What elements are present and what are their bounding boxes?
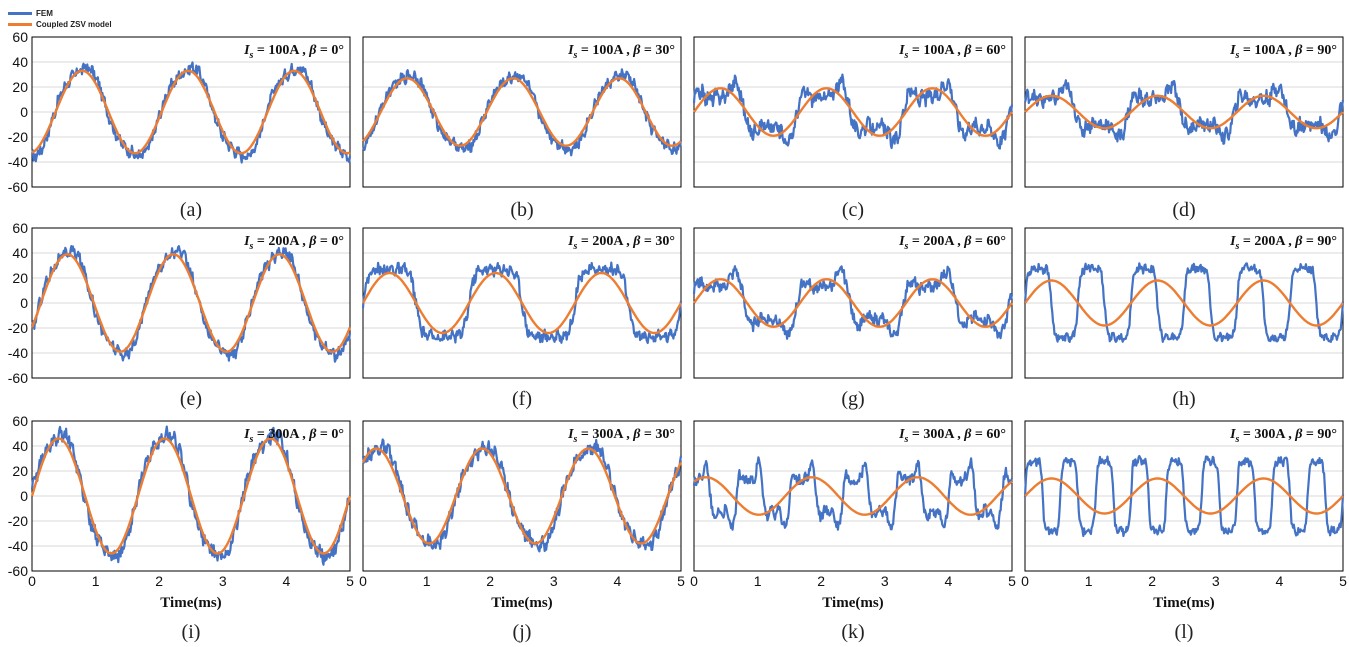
panel-label: (a) bbox=[180, 199, 202, 221]
panel-d: Is = 100A , β = 90° (d) bbox=[1025, 37, 1343, 221]
x-tick-label: 4 bbox=[614, 573, 622, 589]
x-tick-label: 2 bbox=[486, 573, 494, 589]
x-tick-label: 0 bbox=[1021, 573, 1029, 589]
y-tick-label: -60 bbox=[8, 179, 28, 195]
x-tick-label: 0 bbox=[690, 573, 698, 589]
y-tick-label: 20 bbox=[12, 463, 28, 479]
panel-annotation: Is = 300A , β = 30° bbox=[567, 427, 675, 445]
y-tick-label: -60 bbox=[8, 563, 28, 579]
y-tick-label: -60 bbox=[8, 370, 28, 386]
figure-grid: 6040200-20-40-60Is = 100A , β = 0°(a)Is … bbox=[0, 0, 1349, 647]
panel-annotation: Is = 100A , β = 0° bbox=[243, 43, 344, 61]
x-tick-label: 5 bbox=[677, 573, 685, 589]
panel-l: 0 1 2 3 4 5 Time(ms) Is = 300A , β = 90° (l) bbox=[1021, 421, 1347, 643]
y-tick-label: 40 bbox=[12, 438, 28, 454]
panel-annotation: Is = 100A , β = 60° bbox=[898, 43, 1006, 61]
x-tick-label: 3 bbox=[219, 573, 227, 589]
panel-label: (h) bbox=[1172, 388, 1195, 410]
y-tick-label: -20 bbox=[8, 513, 28, 529]
x-tick-label: 4 bbox=[945, 573, 953, 589]
panel-c: Is = 100A , β = 60° (c) bbox=[694, 37, 1012, 221]
x-tick-label: 2 bbox=[155, 573, 163, 589]
y-tick-label: 40 bbox=[12, 245, 28, 261]
panel-label: (f) bbox=[512, 388, 532, 410]
panel-h: Is = 200A , β = 90° (h) bbox=[1025, 228, 1343, 410]
y-tick-label: 0 bbox=[20, 295, 28, 311]
panel-label: (j) bbox=[513, 621, 532, 643]
panel-annotation: Is = 200A , β = 90° bbox=[1229, 234, 1337, 252]
panel-label: (k) bbox=[841, 621, 864, 643]
x-tick-label: 3 bbox=[550, 573, 558, 589]
panel-annotation: Is = 300A , β = 60° bbox=[898, 427, 1006, 445]
panel-annotation: Is = 300A , β = 0° bbox=[243, 427, 344, 445]
x-tick-label: 0 bbox=[359, 573, 367, 589]
x-axis-title: Time(ms) bbox=[160, 595, 221, 611]
y-tick-label: 20 bbox=[12, 79, 28, 95]
x-tick-label: 0 bbox=[28, 573, 36, 589]
y-tick-label: -40 bbox=[8, 154, 28, 170]
y-tick-label: 0 bbox=[20, 104, 28, 120]
x-tick-label: 1 bbox=[423, 573, 431, 589]
x-axis-title: Time(ms) bbox=[491, 595, 552, 611]
panel-label: (e) bbox=[180, 388, 202, 410]
x-tick-label: 5 bbox=[1008, 573, 1016, 589]
y-tick-label: 20 bbox=[12, 270, 28, 286]
panel-annotation: Is = 200A , β = 60° bbox=[898, 234, 1006, 252]
x-tick-label: 3 bbox=[1212, 573, 1220, 589]
y-tick-label: -20 bbox=[8, 129, 28, 145]
x-tick-label: 1 bbox=[754, 573, 762, 589]
x-tick-label: 1 bbox=[92, 573, 100, 589]
y-tick-label: 60 bbox=[12, 220, 28, 236]
panel-b: Is = 100A , β = 30° (b) bbox=[363, 37, 681, 221]
panel-label: (d) bbox=[1172, 199, 1195, 221]
panel-annotation: Is = 100A , β = 90° bbox=[1229, 43, 1337, 61]
panel-annotation: Is = 200A , β = 0° bbox=[243, 234, 344, 252]
panel-a: 60 40 20 0 -20 -40 -60 Is = 100A , β = 0° (a) bbox=[8, 29, 350, 221]
panel-f: Is = 200A , β = 30° (f) bbox=[363, 228, 681, 410]
panel-k: 0 1 2 3 4 5 Time(ms) Is = 300A , β = 60° (k) bbox=[690, 421, 1016, 643]
fem-series-line bbox=[363, 440, 681, 552]
panel-label: (l) bbox=[1175, 621, 1194, 643]
x-tick-label: 5 bbox=[1339, 573, 1347, 589]
panel-label: (i) bbox=[182, 621, 201, 643]
x-axis-title: Time(ms) bbox=[1153, 595, 1214, 611]
x-tick-label: 2 bbox=[1148, 573, 1156, 589]
y-tick-label: 40 bbox=[12, 54, 28, 70]
x-tick-label: 4 bbox=[1276, 573, 1284, 589]
fem-series-line bbox=[694, 457, 1012, 529]
panel-label: (c) bbox=[842, 199, 864, 221]
y-tick-label: 60 bbox=[12, 413, 28, 429]
panel-annotation: Is = 300A , β = 90° bbox=[1229, 427, 1337, 445]
panel-annotation: Is = 100A , β = 30° bbox=[567, 43, 675, 61]
x-tick-label: 2 bbox=[817, 573, 825, 589]
y-tick-label: -40 bbox=[8, 345, 28, 361]
y-tick-label: 60 bbox=[12, 29, 28, 45]
fem-series-line bbox=[32, 246, 350, 362]
panel-label: (g) bbox=[841, 388, 864, 410]
panel-j: 0 1 2 3 4 5 Time(ms) Is = 300A , β = 30° (j) bbox=[359, 421, 685, 643]
x-tick-label: 4 bbox=[283, 573, 291, 589]
panel-e: 60 40 20 0 -20 -40 -60 Is = 200A , β = 0° (e) bbox=[8, 220, 350, 410]
panel-annotation: Is = 200A , β = 30° bbox=[567, 234, 675, 252]
y-tick-label: -40 bbox=[8, 538, 28, 554]
panel-label: (b) bbox=[510, 199, 533, 221]
x-axis-title: Time(ms) bbox=[822, 595, 883, 611]
y-tick-label: 0 bbox=[20, 488, 28, 504]
y-tick-label: -20 bbox=[8, 320, 28, 336]
x-tick-label: 1 bbox=[1085, 573, 1093, 589]
panel-g: Is = 200A , β = 60° (g) bbox=[694, 228, 1012, 410]
x-tick-label: 5 bbox=[346, 573, 354, 589]
x-tick-label: 3 bbox=[881, 573, 889, 589]
